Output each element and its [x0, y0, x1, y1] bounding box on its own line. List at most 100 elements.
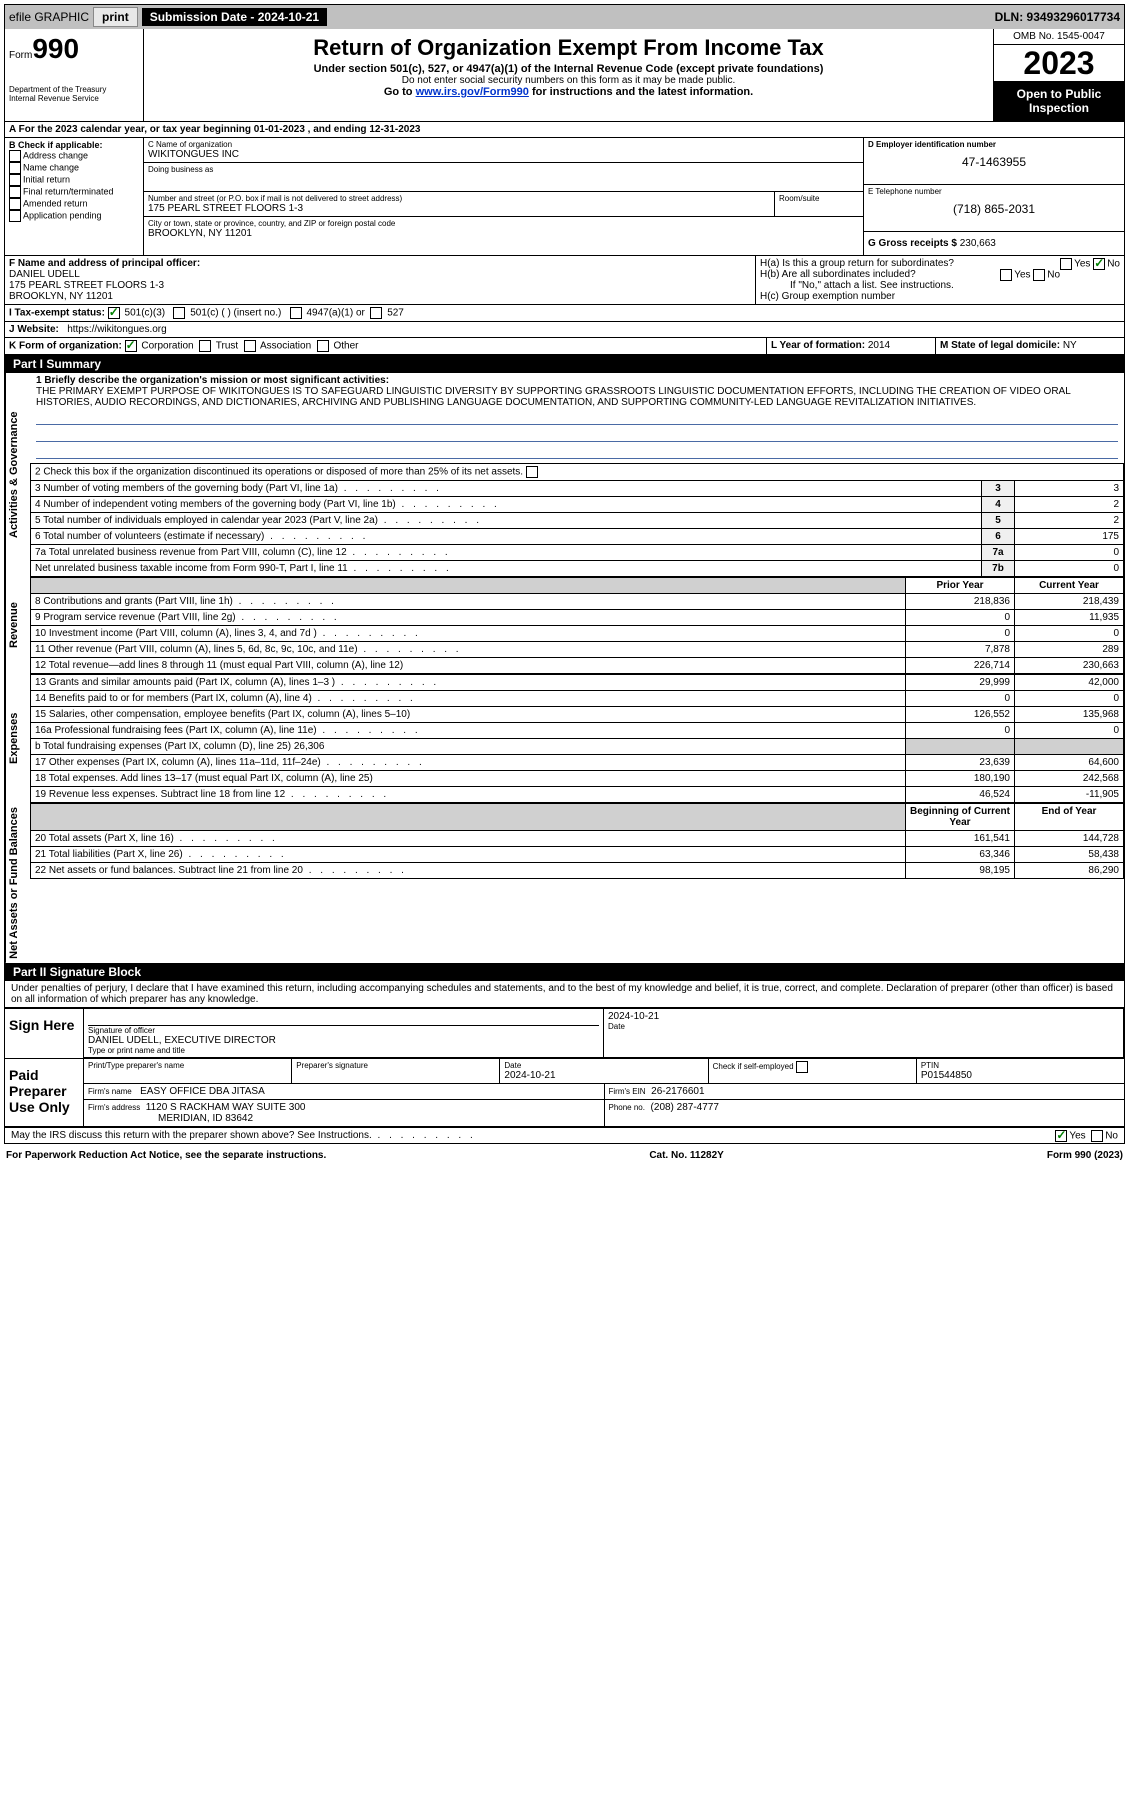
- p13: 29,999: [906, 675, 1015, 691]
- r9: 9 Program service revenue (Part VIII, li…: [35, 612, 236, 623]
- paid-preparer-label: Paid Preparer Use Only: [5, 1059, 84, 1126]
- ein: 47-1463955: [868, 155, 1120, 169]
- prep-date: 2024-10-21: [504, 1070, 703, 1081]
- c21: 58,438: [1015, 847, 1124, 863]
- q1-label: 1 Briefly describe the organization's mi…: [36, 375, 1118, 386]
- checkbox-app-pending[interactable]: [9, 210, 21, 222]
- vlabel-netassets: Net Assets or Fund Balances: [5, 803, 30, 963]
- governance-table: 2 Check this box if the organization dis…: [30, 463, 1124, 577]
- instructions-link[interactable]: Go to www.irs.gov/Form990 for instructio…: [152, 86, 985, 98]
- firm-addr-label: Firm's address: [88, 1103, 140, 1112]
- print-button[interactable]: print: [93, 7, 138, 27]
- p21: 63,346: [906, 847, 1015, 863]
- q2-checkbox[interactable]: [526, 466, 538, 478]
- page-footer: For Paperwork Reduction Act Notice, see …: [0, 1148, 1129, 1163]
- p20: 161,541: [906, 831, 1015, 847]
- perjury-declaration: Under penalties of perjury, I declare th…: [5, 981, 1124, 1007]
- r21: 21 Total liabilities (Part X, line 26): [35, 849, 183, 860]
- hb-yes[interactable]: [1000, 269, 1012, 281]
- v7b: 0: [1015, 561, 1124, 577]
- k-label: K Form of organization:: [9, 341, 122, 352]
- ha-no[interactable]: [1093, 258, 1105, 270]
- hb-no[interactable]: [1033, 269, 1045, 281]
- discuss-no-label: No: [1105, 1130, 1118, 1141]
- netassets-table: Beginning of Current YearEnd of Year 20 …: [30, 803, 1124, 879]
- r12: 12 Total revenue—add lines 8 through 11 …: [35, 660, 403, 671]
- vlabel-activities: Activities & Governance: [5, 373, 30, 577]
- i-501c3[interactable]: [108, 307, 120, 319]
- k-corp[interactable]: [125, 340, 137, 352]
- i-o4: 527: [387, 308, 404, 319]
- officer-name: DANIEL UDELL: [9, 269, 751, 280]
- org-name: WIKITONGUES INC: [148, 149, 859, 160]
- p9: 0: [906, 610, 1015, 626]
- r16a: 16a Professional fundraising fees (Part …: [35, 725, 317, 736]
- mission-text: THE PRIMARY EXEMPT PURPOSE OF WIKITONGUE…: [36, 386, 1118, 408]
- discuss-yes-label: Yes: [1069, 1130, 1085, 1141]
- pra-notice: For Paperwork Reduction Act Notice, see …: [6, 1150, 326, 1161]
- vlabel-revenue: Revenue: [5, 577, 30, 674]
- r19: 19 Revenue less expenses. Subtract line …: [35, 789, 285, 800]
- k-trust[interactable]: [199, 340, 211, 352]
- irs-link[interactable]: www.irs.gov/Form990: [416, 86, 529, 98]
- checkbox-address-change[interactable]: [9, 150, 21, 162]
- hb-label: H(b) Are all subordinates included?: [760, 269, 916, 280]
- g-label: G Gross receipts $: [868, 238, 957, 249]
- firm-addr1: 1120 S RACKHAM WAY SUITE 300: [146, 1102, 306, 1113]
- k-assoc[interactable]: [244, 340, 256, 352]
- j-label: J Website:: [9, 324, 59, 335]
- ha-label: H(a) Is this a group return for subordin…: [760, 258, 954, 269]
- b-item-1: Name change: [23, 162, 79, 172]
- mission-line: [36, 427, 1118, 442]
- i-527[interactable]: [370, 307, 382, 319]
- p18: 180,190: [906, 771, 1015, 787]
- k-o2: Trust: [216, 341, 238, 352]
- ptin: P01544850: [921, 1070, 1120, 1081]
- discuss-yes[interactable]: [1055, 1130, 1067, 1142]
- checkbox-initial-return[interactable]: [9, 174, 21, 186]
- ha-yes-label: Yes: [1074, 259, 1090, 270]
- q5: 5 Total number of individuals employed i…: [35, 515, 378, 526]
- r14: 14 Benefits paid to or for members (Part…: [35, 693, 312, 704]
- checkbox-name-change[interactable]: [9, 162, 21, 174]
- q6: 6 Total number of volunteers (estimate i…: [35, 531, 264, 542]
- open-to-public: Open to Public Inspection: [994, 81, 1124, 121]
- addr-label: Number and street (or P.O. box if mail i…: [148, 194, 770, 203]
- i-4947[interactable]: [290, 307, 302, 319]
- r16b: b Total fundraising expenses (Part IX, c…: [35, 741, 324, 752]
- city-label: City or town, state or province, country…: [148, 219, 859, 228]
- i-501c[interactable]: [173, 307, 185, 319]
- ha-yes[interactable]: [1060, 258, 1072, 270]
- submission-date: Submission Date - 2024-10-21: [142, 8, 327, 26]
- c8: 218,439: [1015, 594, 1124, 610]
- k-o1: Corporation: [141, 341, 193, 352]
- year-formation: 2014: [868, 340, 890, 351]
- se-checkbox[interactable]: [796, 1061, 808, 1073]
- checkbox-final-return[interactable]: [9, 186, 21, 198]
- c14: 0: [1015, 691, 1124, 707]
- r15: 15 Salaries, other compensation, employe…: [35, 709, 410, 720]
- hdr-bocy: Beginning of Current Year: [906, 804, 1015, 831]
- part1-header: Part I Summary: [5, 355, 1124, 373]
- hdr-prior: Prior Year: [906, 578, 1015, 594]
- p19: 46,524: [906, 787, 1015, 803]
- checkbox-amended[interactable]: [9, 198, 21, 210]
- k-other[interactable]: [317, 340, 329, 352]
- ptin-label: PTIN: [921, 1061, 1120, 1070]
- firm-phone: (208) 287-4777: [651, 1102, 719, 1113]
- r17: 17 Other expenses (Part IX, column (A), …: [35, 757, 321, 768]
- type-name-label: Type or print name and title: [88, 1046, 599, 1055]
- v4: 2: [1015, 497, 1124, 513]
- prep-date-label: Date: [504, 1061, 703, 1070]
- dln: DLN: 93493296017734: [995, 10, 1120, 24]
- q4: 4 Number of independent voting members o…: [35, 499, 396, 510]
- b-item-0: Address change: [23, 150, 88, 160]
- q7b: Net unrelated business taxable income fr…: [35, 563, 348, 574]
- irs-label: Internal Revenue Service: [9, 94, 139, 103]
- firm-ein-label: Firm's EIN: [609, 1087, 646, 1096]
- c10: 0: [1015, 626, 1124, 642]
- c16a: 0: [1015, 723, 1124, 739]
- f-label: F Name and address of principal officer:: [9, 258, 751, 269]
- discuss-no[interactable]: [1091, 1130, 1103, 1142]
- v6: 175: [1015, 529, 1124, 545]
